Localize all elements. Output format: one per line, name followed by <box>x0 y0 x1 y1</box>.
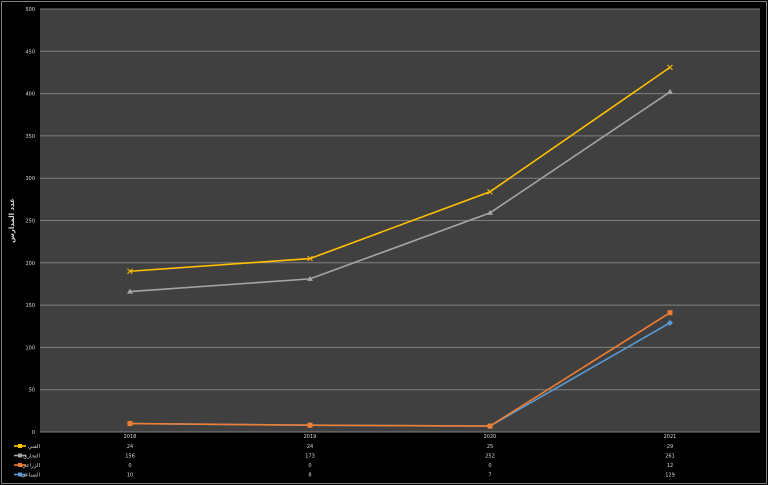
y-tick-label: 300 <box>25 176 35 182</box>
data-point <box>127 421 133 427</box>
data-table-value: 156 <box>125 454 135 460</box>
y-tick-label: 250 <box>25 219 35 225</box>
data-table-value: 8 <box>308 473 311 479</box>
y-tick-label: 50 <box>29 388 35 394</box>
legend-label: التجاري <box>23 454 41 460</box>
data-point <box>127 268 133 275</box>
data-table-value: 24 <box>127 444 133 450</box>
category-label: 2018 <box>124 434 137 440</box>
legend-label: الفني <box>28 444 41 450</box>
data-table-value: 24 <box>307 444 313 450</box>
data-point <box>667 88 673 94</box>
data-point <box>487 209 493 215</box>
data-table-value: 7 <box>488 473 491 479</box>
data-table-value: 173 <box>305 454 315 460</box>
data-table-value: 10 <box>127 473 133 479</box>
data-point <box>127 288 133 294</box>
y-axis-title: عدد المدارس <box>8 198 16 243</box>
data-table-value: 0 <box>308 463 311 469</box>
category-label: 2019 <box>304 434 317 440</box>
y-tick-label: 350 <box>25 134 35 140</box>
data-point <box>667 319 673 326</box>
data-table-value: 252 <box>485 454 495 460</box>
y-tick-label: 100 <box>25 345 35 351</box>
data-point <box>307 255 313 262</box>
series-line-1 <box>129 91 671 293</box>
category-label: 2021 <box>664 434 677 440</box>
series-line-2 <box>129 312 671 427</box>
y-tick-label: 500 <box>25 7 35 13</box>
legend-key-marker <box>18 453 22 458</box>
data-table-value: 129 <box>665 473 675 479</box>
data-point <box>307 275 313 281</box>
series-line-0 <box>129 66 671 273</box>
data-point <box>667 64 673 71</box>
data-table-value: 12 <box>667 463 673 469</box>
data-table-value: 25 <box>487 444 493 450</box>
category-label: 2020 <box>484 434 497 440</box>
data-point <box>487 423 493 429</box>
y-tick-label: 150 <box>25 303 35 309</box>
legend-key-marker <box>18 463 22 467</box>
data-table-value: 261 <box>665 454 675 460</box>
data-table-value: 0 <box>488 463 491 469</box>
y-tick-label: 450 <box>25 49 35 55</box>
data-point <box>487 188 493 195</box>
data-point <box>307 422 313 428</box>
data-point <box>667 310 673 316</box>
data-table-value: 0 <box>128 463 131 469</box>
y-tick-label: 200 <box>25 261 35 267</box>
legend-label: الصناعي <box>21 473 41 479</box>
legend-key-marker <box>18 444 22 448</box>
legend-label: الزراعي <box>22 463 41 469</box>
data-table-value: 29 <box>667 444 673 450</box>
y-tick-label: 400 <box>25 92 35 98</box>
legend-key-marker <box>18 472 22 477</box>
y-tick-label: 0 <box>32 430 35 436</box>
